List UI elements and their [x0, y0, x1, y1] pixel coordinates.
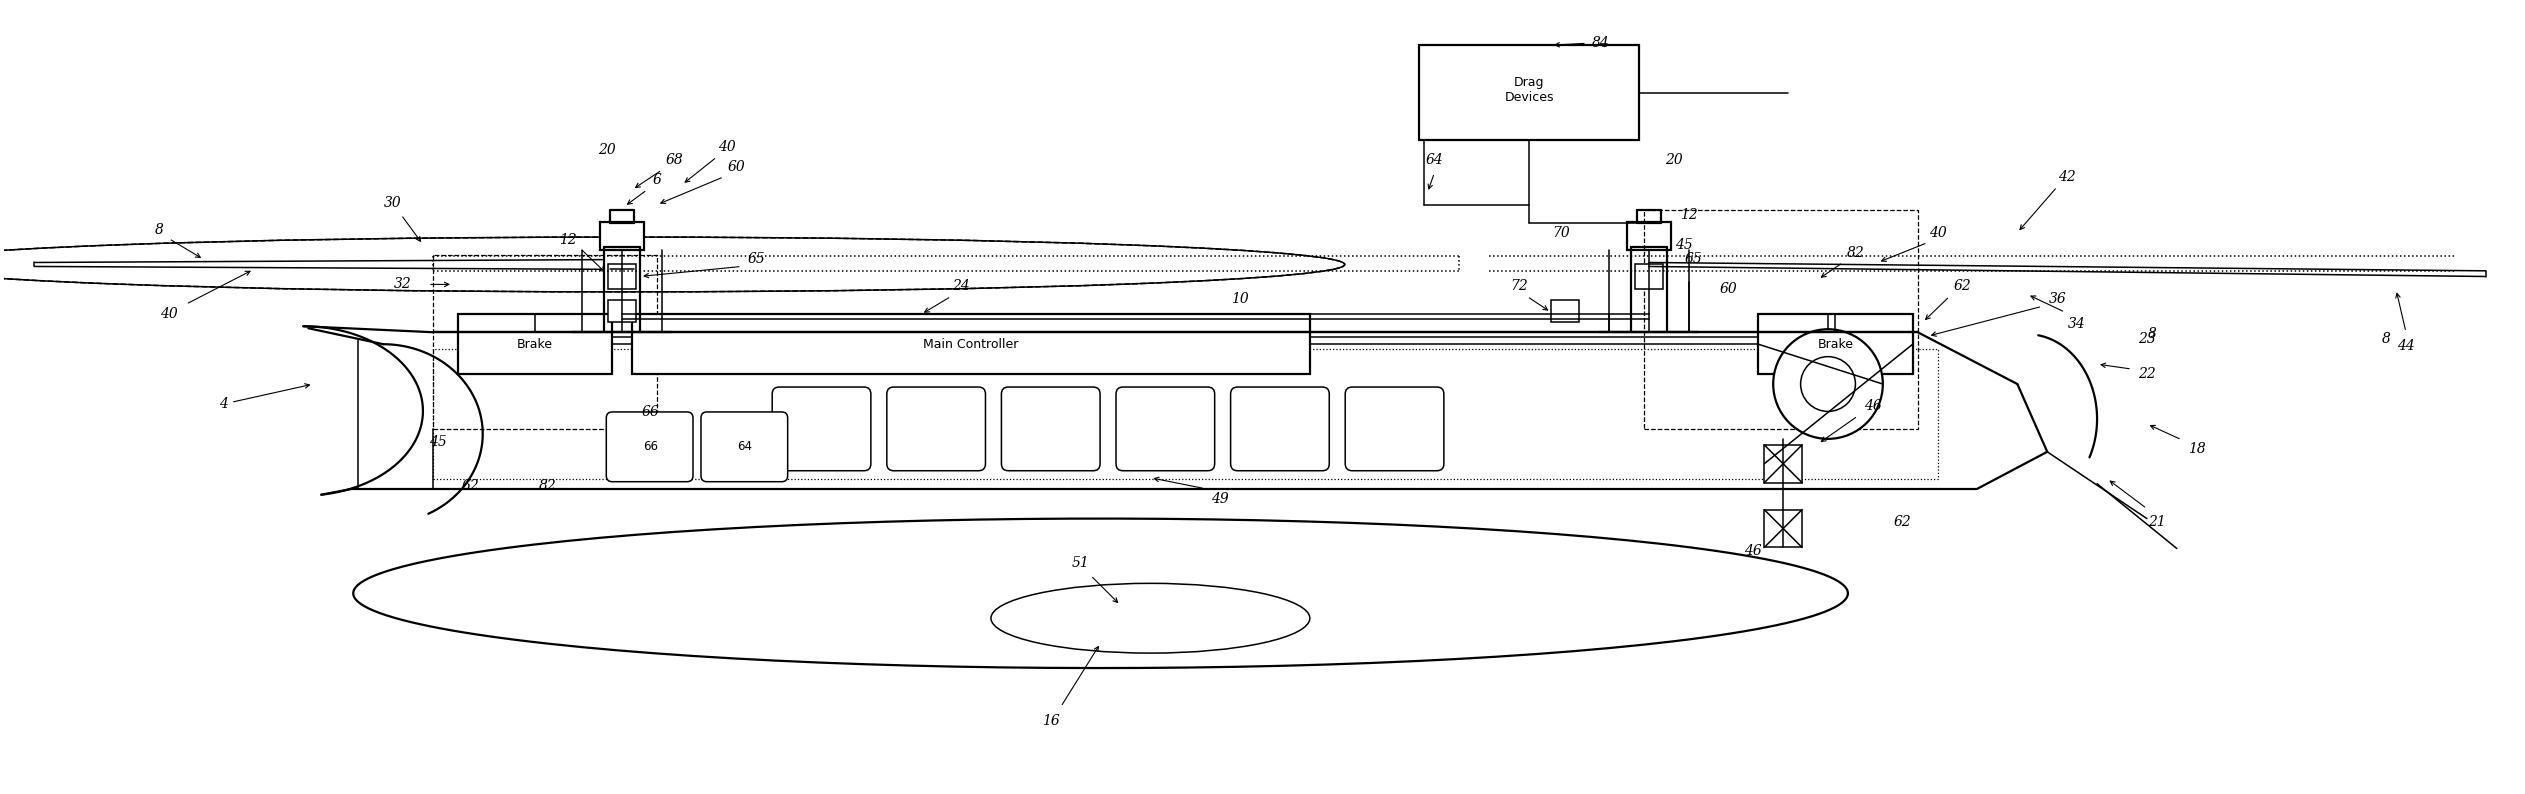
Text: 21: 21: [2149, 515, 2166, 529]
Text: 4: 4: [220, 384, 311, 411]
Text: 62: 62: [1894, 515, 1911, 529]
Text: 46: 46: [1745, 545, 1762, 558]
Text: 20: 20: [598, 143, 616, 157]
Circle shape: [1773, 330, 1884, 439]
Text: Main Controller: Main Controller: [924, 337, 1018, 351]
Text: 51: 51: [1071, 557, 1088, 570]
Text: 64: 64: [737, 441, 752, 453]
Text: Drag
Devices: Drag Devices: [1505, 76, 1553, 104]
Text: 66: 66: [641, 405, 659, 419]
Text: 82: 82: [1848, 245, 1866, 260]
Text: 65: 65: [1684, 252, 1702, 267]
Text: 8: 8: [154, 222, 164, 237]
Bar: [609, 264, 636, 289]
FancyBboxPatch shape: [606, 412, 692, 482]
Text: 20: 20: [1664, 152, 1682, 167]
Text: 40: 40: [159, 307, 177, 322]
Text: 32: 32: [394, 277, 412, 291]
Text: 65: 65: [747, 252, 765, 267]
Text: 66: 66: [644, 441, 656, 453]
Text: 8: 8: [2146, 327, 2156, 341]
Bar: [1765, 510, 1803, 548]
Text: Brake: Brake: [518, 337, 553, 351]
Text: 72: 72: [1510, 279, 1528, 294]
FancyBboxPatch shape: [702, 412, 788, 482]
Text: 30: 30: [384, 195, 401, 210]
Text: 42: 42: [2058, 170, 2076, 183]
Text: 45: 45: [429, 435, 447, 449]
Bar: [1757, 314, 1914, 374]
Text: 40: 40: [1929, 225, 1947, 240]
Text: 62: 62: [462, 479, 480, 493]
Bar: [1626, 222, 1672, 249]
Bar: [1419, 45, 1639, 140]
Bar: [1634, 264, 1661, 289]
Text: 36: 36: [2048, 292, 2065, 306]
Text: 49: 49: [1212, 491, 1230, 506]
Bar: [601, 222, 644, 249]
Text: 84: 84: [1591, 37, 1608, 50]
Bar: [457, 314, 611, 374]
Text: 8: 8: [2381, 332, 2391, 346]
Text: 60: 60: [727, 160, 745, 174]
Bar: [1765, 445, 1803, 483]
Text: Brake: Brake: [1818, 337, 1853, 351]
Text: 40: 40: [717, 140, 735, 154]
Text: 6: 6: [651, 173, 662, 187]
Bar: [432, 255, 656, 429]
Bar: [631, 314, 1310, 374]
Bar: [1550, 300, 1578, 322]
Text: 64: 64: [1427, 152, 1444, 167]
Text: 22: 22: [2139, 367, 2156, 381]
Bar: [432, 349, 1937, 479]
Text: 12: 12: [558, 233, 576, 247]
Text: 10: 10: [1232, 292, 1250, 306]
Text: 24: 24: [952, 279, 970, 294]
Text: 16: 16: [1043, 714, 1060, 728]
Text: 62: 62: [1954, 279, 1972, 294]
Text: 68: 68: [664, 152, 682, 167]
Text: 12: 12: [1679, 208, 1697, 222]
Bar: [609, 300, 636, 322]
Text: 45: 45: [1674, 237, 1692, 252]
Text: 23: 23: [2139, 332, 2156, 346]
Text: 34: 34: [2068, 318, 2086, 331]
Text: 60: 60: [1720, 283, 1737, 296]
Text: 70: 70: [1553, 225, 1571, 240]
Text: 44: 44: [2396, 339, 2414, 353]
Text: 82: 82: [538, 479, 556, 493]
Text: 18: 18: [2187, 441, 2207, 456]
Bar: [1644, 210, 1916, 429]
Text: 46: 46: [1863, 399, 1881, 413]
